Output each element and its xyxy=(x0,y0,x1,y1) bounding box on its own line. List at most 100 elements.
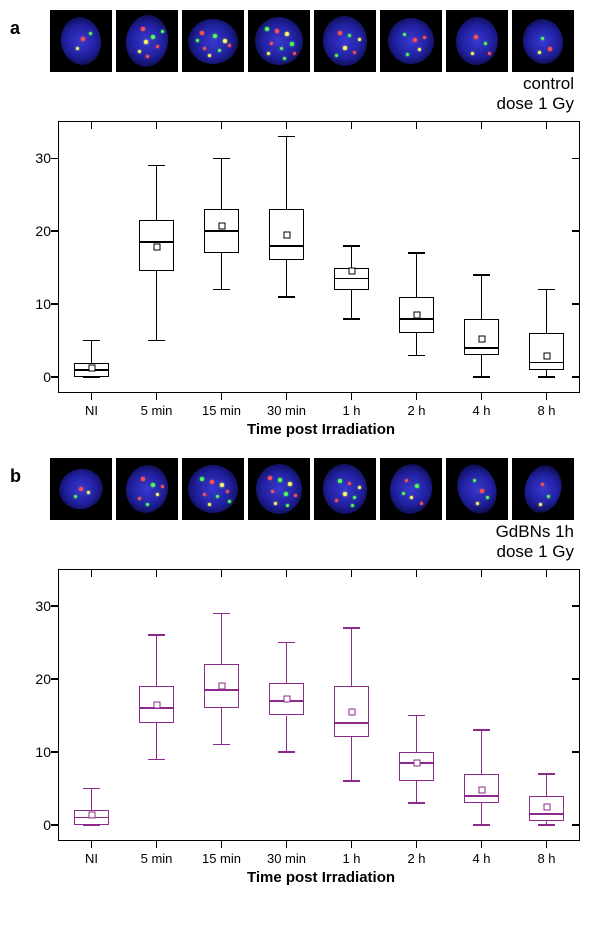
mean-marker xyxy=(478,336,485,343)
x-tick xyxy=(546,121,548,129)
whisker xyxy=(221,253,223,289)
whisker xyxy=(416,781,418,803)
whisker xyxy=(351,628,353,686)
x-tick xyxy=(481,569,483,577)
x-tick xyxy=(156,121,158,129)
cell-image xyxy=(314,10,376,72)
x-tick xyxy=(221,840,223,848)
cell-image xyxy=(446,10,508,72)
whisker xyxy=(156,166,158,221)
x-tick-label: 5 min xyxy=(141,403,173,418)
y-tick xyxy=(572,751,580,753)
whisker-cap xyxy=(213,158,231,160)
median-line xyxy=(464,347,500,349)
y-tick xyxy=(51,376,59,378)
median-line xyxy=(204,230,240,232)
y-tick xyxy=(572,605,580,607)
whisker-cap xyxy=(343,780,361,782)
cell-image xyxy=(182,458,244,520)
median-line xyxy=(269,245,305,247)
whisker xyxy=(286,643,288,683)
whisker-cap xyxy=(213,613,231,615)
whisker-cap xyxy=(343,245,361,247)
figure-panel-b: bGdBNs 1hdose 1 GyNb of DSBs foci0102030… xyxy=(10,458,604,886)
x-tick xyxy=(416,840,418,848)
mean-marker xyxy=(153,701,160,708)
y-tick xyxy=(572,376,580,378)
whisker-cap xyxy=(473,729,491,731)
cell-image xyxy=(512,458,574,520)
x-tick-label: 15 min xyxy=(202,851,241,866)
y-tick-label: 30 xyxy=(25,150,51,166)
x-tick-label: 2 h xyxy=(407,403,425,418)
mean-marker xyxy=(218,683,225,690)
median-line xyxy=(529,813,565,815)
x-tick-label: NI xyxy=(85,851,98,866)
whisker xyxy=(481,730,483,774)
median-line xyxy=(334,278,370,280)
whisker-cap xyxy=(408,252,426,254)
y-tick-label: 10 xyxy=(25,744,51,760)
whisker-cap xyxy=(473,274,491,276)
y-tick-label: 10 xyxy=(25,296,51,312)
y-tick xyxy=(572,303,580,305)
x-tick xyxy=(481,121,483,129)
x-tick xyxy=(546,569,548,577)
plot-area: 0102030NI5 min15 min30 min1 h2 h4 h8 h xyxy=(58,121,580,393)
panel-label: a xyxy=(10,18,20,39)
cell-image xyxy=(182,10,244,72)
mean-marker xyxy=(543,353,550,360)
x-tick-label: 4 h xyxy=(472,851,490,866)
x-tick xyxy=(351,121,353,129)
whisker-cap xyxy=(538,773,556,775)
x-tick xyxy=(286,569,288,577)
whisker xyxy=(286,716,288,752)
whisker-cap xyxy=(408,715,426,717)
x-tick xyxy=(286,392,288,400)
whisker xyxy=(221,708,223,744)
y-tick xyxy=(51,605,59,607)
mean-marker xyxy=(283,231,290,238)
y-tick-label: 20 xyxy=(25,671,51,687)
whisker xyxy=(416,333,418,355)
x-tick-label: 15 min xyxy=(202,403,241,418)
mean-marker xyxy=(348,708,355,715)
whisker-cap xyxy=(538,376,556,378)
whisker xyxy=(546,774,548,796)
x-tick-label: 5 min xyxy=(141,851,173,866)
x-tick xyxy=(91,840,93,848)
whisker-cap xyxy=(148,165,166,167)
figure-panel-a: acontroldose 1 GyNb of DSBs foci0102030N… xyxy=(10,10,604,438)
x-axis-label: Time post Irradiation xyxy=(58,421,584,438)
x-tick xyxy=(91,392,93,400)
mean-marker xyxy=(283,695,290,702)
whisker xyxy=(91,788,93,810)
cell-image xyxy=(50,458,112,520)
x-tick xyxy=(481,392,483,400)
whisker xyxy=(351,290,353,319)
box xyxy=(399,752,435,781)
x-tick xyxy=(416,569,418,577)
cell-image xyxy=(248,10,310,72)
y-tick-label: 20 xyxy=(25,223,51,239)
x-tick-label: 1 h xyxy=(342,403,360,418)
cell-image xyxy=(116,458,178,520)
whisker-cap xyxy=(278,136,296,138)
whisker xyxy=(546,290,548,334)
condition-line: control xyxy=(10,74,574,94)
whisker-cap xyxy=(278,642,296,644)
whisker-cap xyxy=(473,376,491,378)
x-tick xyxy=(481,840,483,848)
whisker xyxy=(156,271,158,340)
mean-marker xyxy=(153,244,160,251)
whisker xyxy=(156,635,158,686)
mean-marker xyxy=(543,803,550,810)
x-tick xyxy=(416,121,418,129)
boxplot-chart-a: Nb of DSBs foci0102030NI5 min15 min30 mi… xyxy=(58,121,584,438)
median-line xyxy=(529,362,565,364)
whisker xyxy=(481,355,483,377)
cell-image xyxy=(380,10,442,72)
condition-line: dose 1 Gy xyxy=(10,94,574,114)
median-line xyxy=(464,795,500,797)
whisker xyxy=(416,253,418,297)
